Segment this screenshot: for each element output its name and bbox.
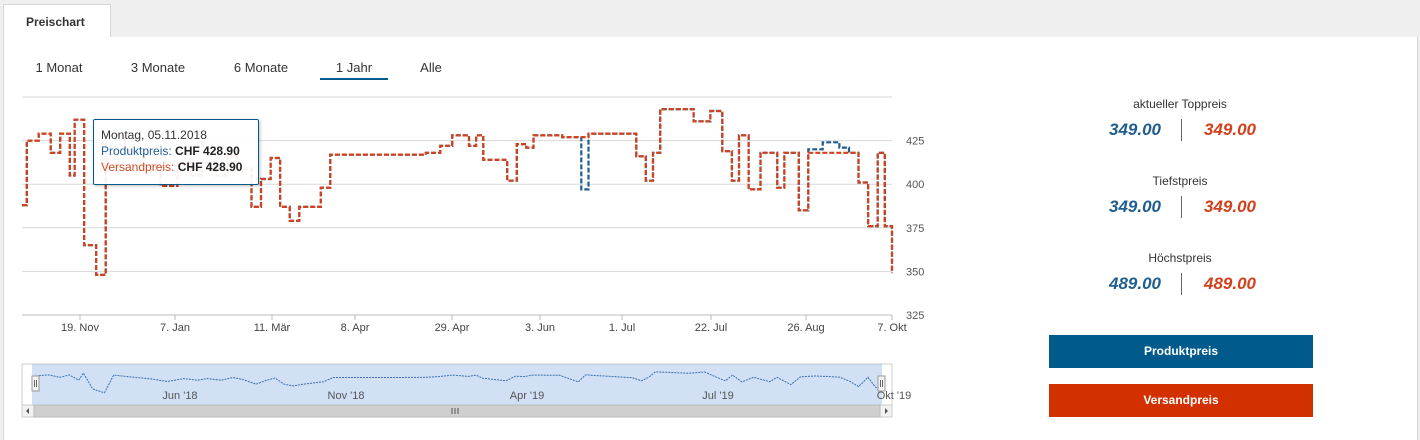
stat-lowest-label: Tiefstpreis: [1075, 174, 1285, 188]
tooltip-shipping-row: Versandpreis: CHF 428.90: [101, 159, 258, 175]
stat-lowest-shipping: 349.00: [1185, 197, 1275, 217]
tooltip-shipping-value: CHF 428.90: [178, 160, 243, 174]
tooltip-product-label: Produktpreis:: [101, 144, 172, 158]
stat-lowest-product: 349.00: [1090, 197, 1180, 217]
x-tick-label: 29. Apr: [435, 322, 470, 334]
x-tick-label: 1. Jul: [609, 322, 635, 334]
navigator-label: Nov '18: [328, 390, 365, 402]
y-tick-label: 425: [906, 136, 924, 148]
navigator-handle-left[interactable]: [32, 376, 39, 391]
tooltip-shipping-label: Versandpreis:: [101, 160, 174, 174]
stat-lowest-separator: [1181, 196, 1182, 218]
x-axis-labels: 19. Nov 7. Jan 11. Mär 8. Apr 29. Apr 3. Jun 1…: [61, 315, 907, 334]
chart-tooltip: Montag, 05.11.2018 Produktpreis: CHF 428…: [93, 119, 259, 185]
x-tick-label: 3. Jun: [525, 322, 555, 334]
stat-highest-product: 489.00: [1090, 274, 1180, 294]
navigator-label: Jun '18: [162, 390, 197, 402]
stat-current-separator: [1181, 119, 1182, 141]
stat-highest-label: Höchstpreis: [1075, 251, 1285, 265]
navigator-label: Jul '19: [702, 390, 733, 402]
navigator-selection: [32, 364, 882, 405]
stat-highest-separator: [1181, 273, 1182, 295]
scrollbar-thumb[interactable]: [34, 405, 880, 417]
x-tick-label: 7. Jan: [160, 322, 190, 334]
legend-versandpreis-button[interactable]: Versandpreis: [1049, 384, 1313, 417]
legend-produktpreis-button[interactable]: Produktpreis: [1049, 335, 1313, 368]
navigator-handle-right[interactable]: [878, 376, 885, 391]
stat-current-shipping: 349.00: [1185, 120, 1275, 140]
navigator-label: Okt '19: [877, 390, 912, 402]
tooltip-date: Montag, 05.11.2018: [101, 127, 258, 143]
tooltip-product-row: Produktpreis: CHF 428.90: [101, 143, 258, 159]
x-tick-label: 7. Okt: [877, 322, 906, 334]
tooltip-product-value: CHF 428.90: [175, 144, 240, 158]
x-tick-label: 19. Nov: [61, 322, 99, 334]
navigator-label: Apr '19: [510, 390, 545, 402]
stat-current-label: aktueller Toppreis: [1075, 97, 1285, 111]
y-tick-label: 400: [906, 179, 924, 191]
y-tick-label: 350: [906, 266, 924, 278]
y-tick-label: 375: [906, 223, 924, 235]
x-tick-label: 26. Aug: [787, 322, 824, 334]
y-axis-labels: 325 350 375 400 425: [906, 136, 924, 322]
stat-current-product: 349.00: [1090, 120, 1180, 140]
stat-highest-shipping: 489.00: [1185, 274, 1275, 294]
x-tick-label: 11. Mär: [254, 322, 291, 334]
x-tick-label: 8. Apr: [341, 322, 370, 334]
x-tick-label: 22. Jul: [695, 322, 727, 334]
y-tick-label: 325: [906, 310, 924, 322]
range-navigator: Jun '18 Nov '18 Apr '19 Jul '19 Okt '19: [22, 364, 911, 417]
